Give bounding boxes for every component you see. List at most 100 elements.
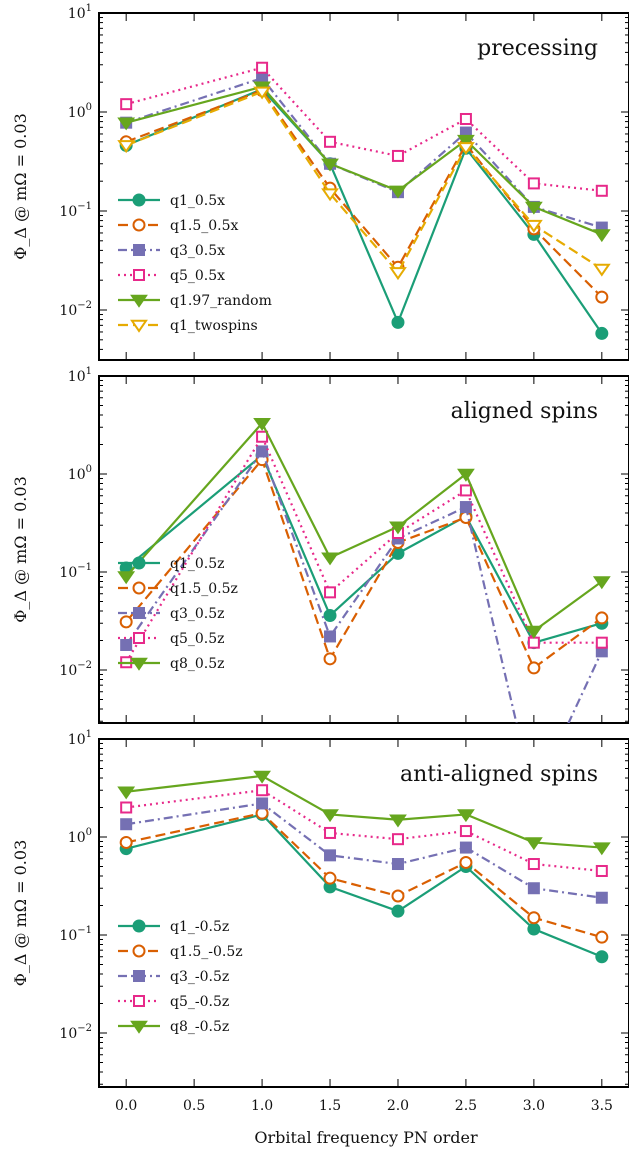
y-tick-label: 10−1 <box>59 562 92 581</box>
data-point-q8_0.5z <box>524 625 543 639</box>
data-point-q1_twospins <box>457 142 475 156</box>
data-point-q1_-0.5z <box>595 950 609 964</box>
data-point-q1.5_0.5z <box>595 611 609 625</box>
data-point-q1.97_random <box>321 158 339 172</box>
legend-marker <box>133 995 145 1007</box>
y-tick-label: 101 <box>68 366 92 385</box>
y-axis-label: Φ_Δ @ mΩ = 0.03 <box>11 476 30 622</box>
legend-marker <box>130 657 148 671</box>
data-point-q3_0.5z <box>120 638 133 651</box>
data-point-q8_-0.5z <box>321 809 339 823</box>
legend-marker <box>132 556 146 570</box>
legend-label: q1_0.5x <box>170 193 225 209</box>
data-point-q8_-0.5z <box>524 837 543 851</box>
x-tick-label: 1.5 <box>319 1098 341 1114</box>
data-point-q8_0.5z <box>117 571 136 585</box>
data-point-q8_-0.5z <box>117 786 136 800</box>
data-point-q1_twospins <box>253 86 271 100</box>
data-point-q5_0.5z <box>459 484 472 497</box>
legend-label: q3_0.5z <box>170 606 225 622</box>
data-point-q1.5_0.5z <box>527 661 541 675</box>
data-point-q3_-0.5z <box>120 818 133 831</box>
legend-marker <box>132 218 146 232</box>
legend-label: q1.5_-0.5z <box>170 944 243 960</box>
y-tick-label: 100 <box>68 464 92 483</box>
legend-label: q1.5_0.5z <box>170 581 238 597</box>
data-point-q5_0.5x <box>595 184 608 197</box>
legend-label: q1_twospins <box>170 318 258 334</box>
legend-label: q3_0.5x <box>170 243 225 259</box>
data-point-q5_0.5x <box>256 61 269 74</box>
data-point-q1.97_random <box>389 185 407 199</box>
data-point-q5_-0.5z <box>527 858 540 871</box>
y-tick-label: 10−2 <box>59 300 92 319</box>
data-point-q1.5_-0.5z <box>595 930 609 944</box>
data-point-q3_0.5z <box>256 445 269 458</box>
data-point-q5_0.5x <box>324 135 337 148</box>
legend-label: q1.5_0.5x <box>170 218 238 234</box>
series-line-q8_0.5z <box>125 422 603 633</box>
legend-marker <box>132 581 146 595</box>
x-tick-label: 3.0 <box>523 1098 545 1114</box>
x-axis-label: Orbital frequency PN order <box>254 1128 478 1147</box>
data-point-q1.97_random <box>117 117 136 131</box>
data-point-q5_-0.5z <box>324 826 337 839</box>
data-point-q1_twospins <box>389 267 407 281</box>
data-point-q3_0.5z <box>459 501 472 514</box>
data-point-q5_0.5z <box>527 636 540 649</box>
legend-label: q1_0.5z <box>170 556 225 572</box>
legend-marker <box>133 244 145 256</box>
plot-area <box>117 61 611 340</box>
plot-area <box>117 417 611 723</box>
data-point-q1.5_-0.5z <box>391 889 405 903</box>
data-point-q1_0.5z <box>323 608 337 622</box>
panel-2: 101 100 10−1 10−2 Φ_Δ @ mΩ = 0.03 aligned spi… <box>11 366 629 724</box>
y-tick-label: 10−2 <box>59 1023 92 1042</box>
legend: q1_0.5x q1.5_0.5x q3_0.5x q5_0.5x q1.97_rand… <box>118 193 272 334</box>
data-point-q5_0.5x <box>120 98 133 111</box>
data-point-q3_-0.5z <box>459 841 472 854</box>
data-point-q1_0.5x <box>595 326 609 340</box>
legend-label: q1_-0.5z <box>170 919 229 935</box>
y-axis-label: Φ_Δ @ mΩ = 0.03 <box>11 840 30 986</box>
data-point-q5_0.5z <box>256 430 269 443</box>
data-point-q1.5_0.5x <box>595 290 609 304</box>
data-point-q8_-0.5z <box>592 842 611 856</box>
panel-1: 101 100 10−1 10−2 Φ_Δ @ mΩ = 0.03 precessing q… <box>11 3 629 361</box>
panel-title: anti-aligned spins <box>400 762 598 787</box>
x-tick-label: 0.0 <box>115 1098 137 1114</box>
data-point-q1_-0.5z <box>527 922 541 936</box>
data-point-q1.97_random <box>592 229 611 243</box>
data-point-q5_-0.5z <box>459 825 472 838</box>
data-point-q1.5_-0.5z <box>323 871 337 885</box>
legend-label: q5_-0.5z <box>170 994 229 1010</box>
legend-marker <box>132 919 146 933</box>
data-point-q1_twospins <box>524 219 543 233</box>
data-point-q5_0.5x <box>527 177 540 190</box>
data-point-q3_-0.5z <box>324 849 337 862</box>
legend-label: q8_-0.5z <box>170 1019 229 1035</box>
data-point-q5_0.5x <box>459 112 472 125</box>
legend-label: q1.97_random <box>170 293 272 309</box>
y-tick-label: 101 <box>68 729 92 748</box>
legend-marker <box>132 944 146 958</box>
y-tick-label: 101 <box>68 3 92 22</box>
legend-marker <box>133 269 145 281</box>
data-point-q5_-0.5z <box>595 864 608 877</box>
data-point-q1.5_-0.5z <box>527 911 541 925</box>
legend-marker <box>133 632 145 644</box>
legend: q1_-0.5z q1.5_-0.5z q3_-0.5z q5_-0.5z q8_-0.… <box>118 919 243 1035</box>
panel-title: aligned spins <box>451 399 598 424</box>
x-tick-label: 3.5 <box>591 1098 613 1114</box>
panel-title: precessing <box>477 36 598 61</box>
legend-marker <box>133 607 145 619</box>
data-point-q5_0.5z <box>595 636 608 649</box>
y-tick-label: 10−1 <box>59 201 92 220</box>
x-tick-label: 2.5 <box>455 1098 477 1114</box>
plot-frame <box>98 12 629 361</box>
series-line-q5_0.5x <box>125 66 602 192</box>
legend-marker <box>130 319 148 333</box>
data-point-q5_-0.5z <box>256 784 269 797</box>
y-tick-label: 10−1 <box>59 925 92 944</box>
